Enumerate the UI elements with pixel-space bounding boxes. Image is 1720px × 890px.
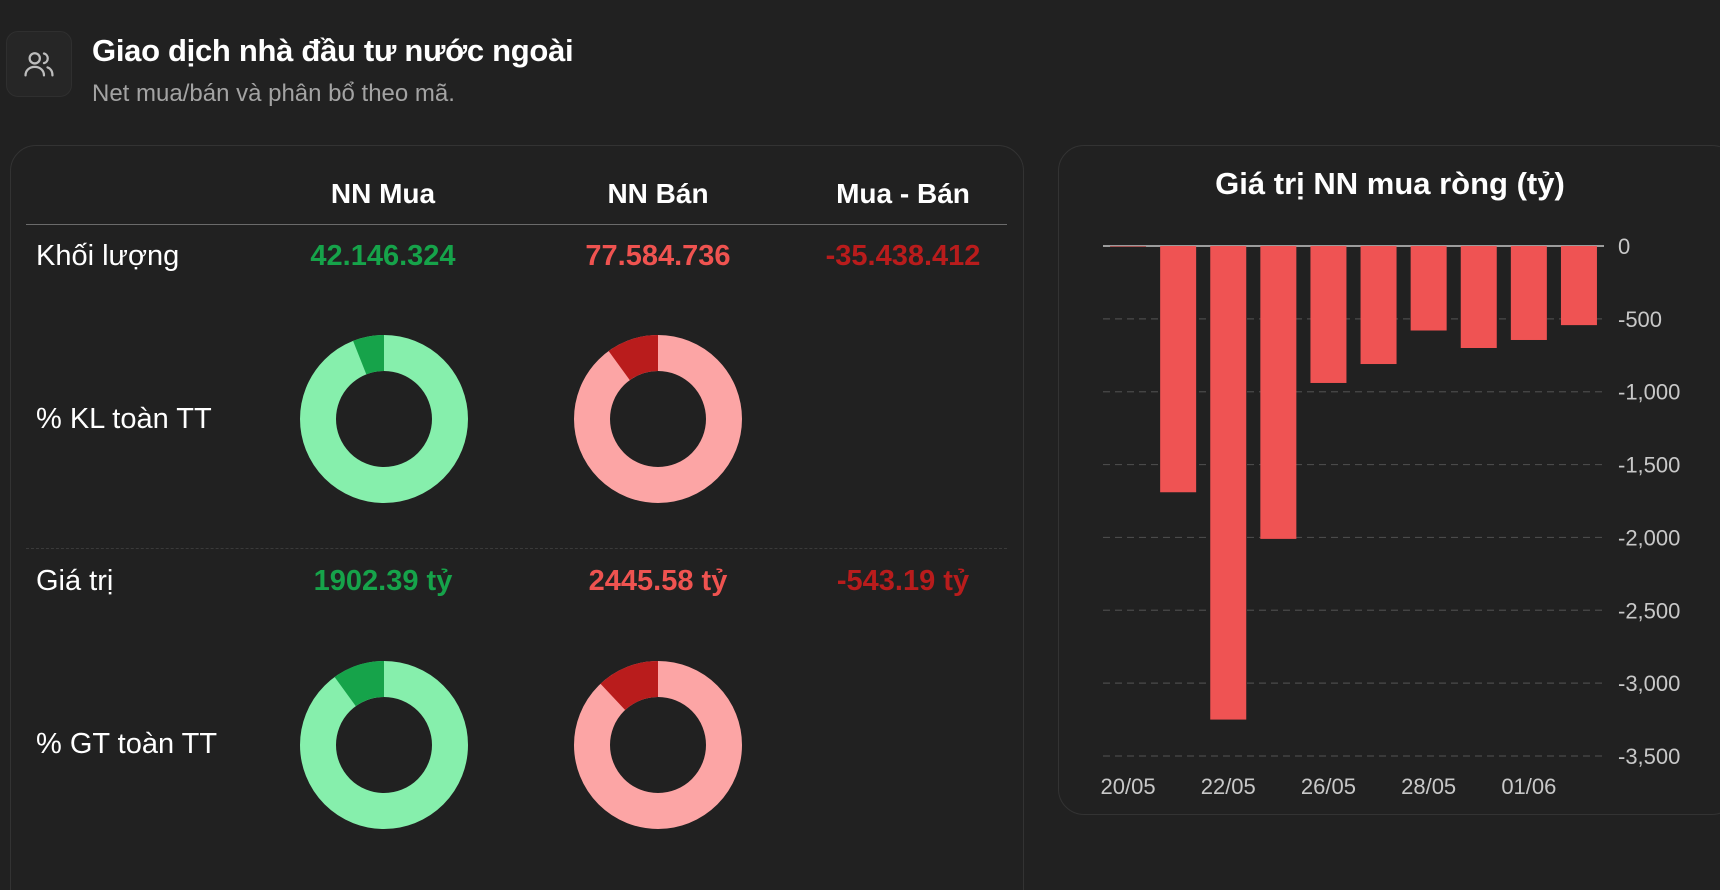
- x-tick-label: 20/05: [1101, 774, 1156, 799]
- value-sell-share-arc: [574, 661, 742, 829]
- bar-22-05[interactable]: [1210, 246, 1247, 720]
- y-tick-label: -2,500: [1618, 598, 1680, 623]
- y-tick-label: -2,000: [1618, 525, 1680, 550]
- y-tick-label: -1,500: [1618, 453, 1680, 478]
- volume-sell-value: 77.584.736: [585, 240, 731, 272]
- volume-buy-share-donut: [300, 335, 468, 503]
- volume-sell-share-arc: [574, 335, 742, 503]
- bar-23-05[interactable]: [1260, 246, 1297, 539]
- chart-title: Giá trị NN mua ròng (tỷ): [1215, 166, 1565, 201]
- y-tick-label: -1,000: [1618, 380, 1680, 405]
- y-tick-label: -3,000: [1618, 671, 1680, 696]
- value-sell-value: 2445.58 tỷ: [588, 565, 728, 597]
- x-tick-label: 22/05: [1201, 774, 1256, 799]
- value-buy-value: 1902.39 tỷ: [313, 565, 453, 597]
- x-tick-label: 28/05: [1401, 774, 1456, 799]
- row-divider: [26, 548, 1007, 549]
- row-label-volume: Khối lượng: [36, 240, 180, 272]
- y-tick-label: 0: [1618, 234, 1630, 259]
- row-label-value: Giá trị: [36, 565, 114, 597]
- row-label-volume-share: % KL toàn TT: [36, 403, 212, 435]
- value-sell-share-donut: [574, 661, 742, 829]
- users-icon: [24, 52, 54, 77]
- bar-20-05[interactable]: [1110, 246, 1147, 247]
- value-buy-share-arc: [300, 661, 468, 829]
- bar-21-05[interactable]: [1160, 246, 1197, 493]
- bar-02-06[interactable]: [1560, 246, 1597, 326]
- bar-01-06[interactable]: [1510, 246, 1547, 340]
- column-header-net: Mua - Bán: [836, 178, 970, 209]
- row-label-value-share: % GT toàn TT: [36, 728, 218, 760]
- column-header-buy: NN Mua: [330, 178, 436, 209]
- foreign-trading-table-card: [10, 145, 1024, 890]
- x-tick-label: 01/06: [1501, 774, 1556, 799]
- bar-29-05[interactable]: [1460, 246, 1497, 348]
- header-divider: [26, 224, 1007, 225]
- value-net-value: -543.19 tỷ: [836, 565, 970, 597]
- x-tick-label: 26/05: [1301, 774, 1356, 799]
- bar-28-05[interactable]: [1410, 246, 1447, 331]
- y-tick-label: -500: [1618, 307, 1662, 332]
- page-title: Giao dịch nhà đầu tư nước ngoài: [92, 33, 574, 68]
- volume-sell-share-donut: [574, 335, 742, 503]
- bar-26-05[interactable]: [1310, 246, 1347, 383]
- page-subtitle: Net mua/bán và phân bổ theo mã.: [92, 80, 455, 107]
- value-buy-share-donut: [300, 661, 468, 829]
- volume-net-value: -35.438.412: [825, 240, 981, 272]
- volume-buy-share-arc: [300, 335, 468, 503]
- header-icon-box: [6, 31, 72, 97]
- volume-buy-value: 42.146.324: [310, 240, 456, 272]
- y-tick-label: -3,500: [1618, 744, 1680, 769]
- column-header-sell: NN Bán: [607, 178, 709, 209]
- bar-27-05[interactable]: [1360, 246, 1397, 365]
